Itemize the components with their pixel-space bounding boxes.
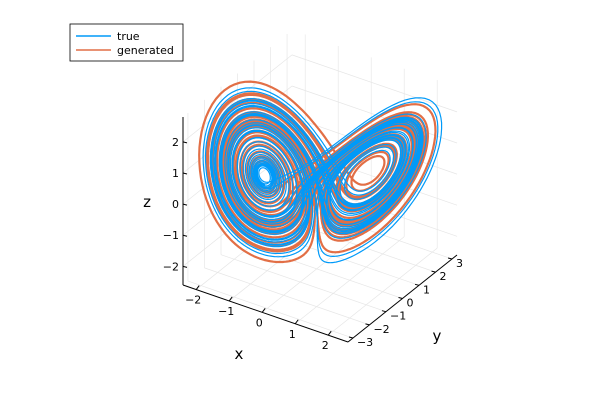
x-tick-label: −1 xyxy=(218,305,234,318)
y-tick-mark xyxy=(348,336,354,339)
z-tick-label: −2 xyxy=(163,260,179,273)
x-tick-mark xyxy=(294,319,299,325)
z-tick-mark xyxy=(182,141,188,144)
x-axis-label: x xyxy=(235,345,244,363)
z-tick-label: 1 xyxy=(172,167,179,180)
grid-line-y-floor xyxy=(237,241,403,299)
y-tick-mark xyxy=(414,283,420,286)
z-tick-mark xyxy=(182,203,188,206)
y-tick-label: −2 xyxy=(373,323,389,336)
axes xyxy=(182,117,458,343)
y-tick-label: −1 xyxy=(390,310,406,323)
grid-line-y-floor xyxy=(220,254,387,313)
legend: true generated xyxy=(69,23,184,62)
x-axis-line xyxy=(182,284,349,343)
grid-line-z-back xyxy=(291,54,458,113)
x-tick-label: −2 xyxy=(185,294,201,307)
y-tick-label: −3 xyxy=(357,336,373,349)
x-tick-label: 0 xyxy=(256,316,263,329)
z-tick-mark xyxy=(182,172,188,175)
series-true-line xyxy=(202,87,443,264)
y-tick-label: 0 xyxy=(407,297,414,310)
legend-label-generated: generated xyxy=(117,44,174,57)
x-tick-mark xyxy=(228,296,233,302)
z-axis-label: z xyxy=(143,193,151,211)
trajectory-layer xyxy=(198,80,443,264)
z-tick-mark xyxy=(182,265,188,268)
z-tick-label: −1 xyxy=(163,229,179,242)
z-tick-mark xyxy=(182,234,188,237)
y-tick-mark xyxy=(365,323,370,326)
y-tick-mark xyxy=(447,257,453,260)
y-tick-mark xyxy=(398,297,403,299)
x-tick-label: 2 xyxy=(322,339,329,352)
x-tick-mark xyxy=(195,285,200,290)
y-tick-mark xyxy=(431,270,436,273)
x-tick-label: 1 xyxy=(289,328,296,341)
grid-line-z-back xyxy=(291,85,458,144)
y-tick-label: 2 xyxy=(440,270,447,283)
grid-line-y-floor xyxy=(204,267,370,326)
grid-line-y-floor xyxy=(270,214,436,273)
y-tick-label: 3 xyxy=(456,257,463,270)
y-axis-label: y xyxy=(433,327,442,345)
grid-line-y-floor xyxy=(253,227,420,286)
legend-box xyxy=(69,23,184,62)
y-tick-label: 1 xyxy=(423,283,430,296)
x-tick-mark xyxy=(261,308,266,313)
x-tick-mark xyxy=(327,330,332,336)
z-tick-label: 0 xyxy=(172,198,179,211)
grid-line-y-floor xyxy=(187,280,354,339)
z-tick-label: 2 xyxy=(172,136,179,149)
legend-label-true: true xyxy=(117,30,140,43)
y-tick-mark xyxy=(381,310,387,313)
